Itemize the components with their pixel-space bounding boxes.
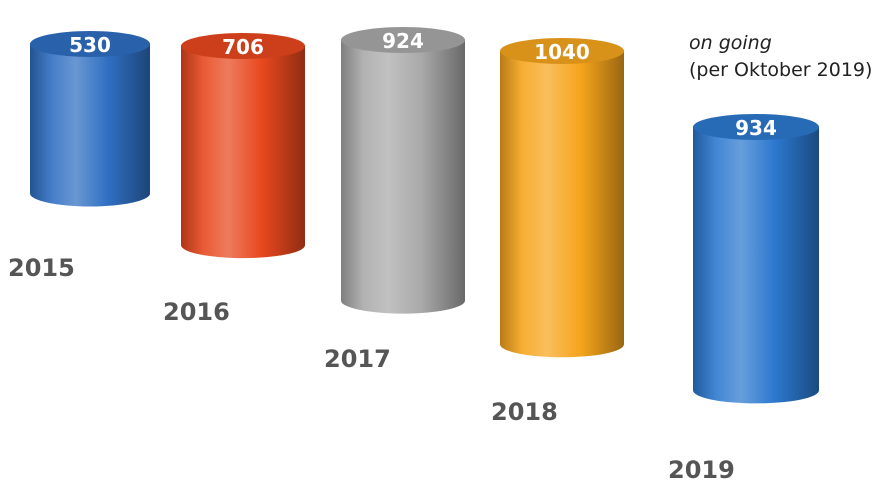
bar-2019 xyxy=(693,114,819,404)
bar-2017 xyxy=(341,27,465,314)
ongoing-label: on going xyxy=(689,32,772,54)
ongoing-annotation: on going (per Oktober 2019) xyxy=(689,30,885,84)
value-label-2015: 530 xyxy=(69,33,111,57)
bar-top-2018 xyxy=(500,38,624,64)
bar-top-2015 xyxy=(30,31,150,57)
bar-top-2017 xyxy=(341,27,465,53)
bar-2018 xyxy=(500,38,624,358)
bar-body-2015 xyxy=(30,44,150,207)
bar-2016 xyxy=(181,33,305,259)
bar-body-2019 xyxy=(693,127,819,404)
bar-body-2016 xyxy=(181,46,305,259)
bar-top-2016 xyxy=(181,33,305,59)
ongoing-date-label: (per Oktober 2019) xyxy=(689,59,873,81)
value-label-2017: 924 xyxy=(382,29,424,53)
category-label-2018: 2018 xyxy=(491,398,558,426)
value-label-2018: 1040 xyxy=(534,40,590,64)
value-label-2019: 934 xyxy=(735,116,777,140)
value-label-2016: 706 xyxy=(222,35,264,59)
bar-top-2019 xyxy=(693,114,819,140)
bar-2015 xyxy=(30,31,150,207)
category-label-2015: 2015 xyxy=(8,254,75,282)
category-label-2017: 2017 xyxy=(324,345,391,373)
bar-body-2017 xyxy=(341,40,465,314)
bar-body-2018 xyxy=(500,51,624,358)
category-label-2019: 2019 xyxy=(668,456,735,484)
category-label-2016: 2016 xyxy=(163,298,230,326)
